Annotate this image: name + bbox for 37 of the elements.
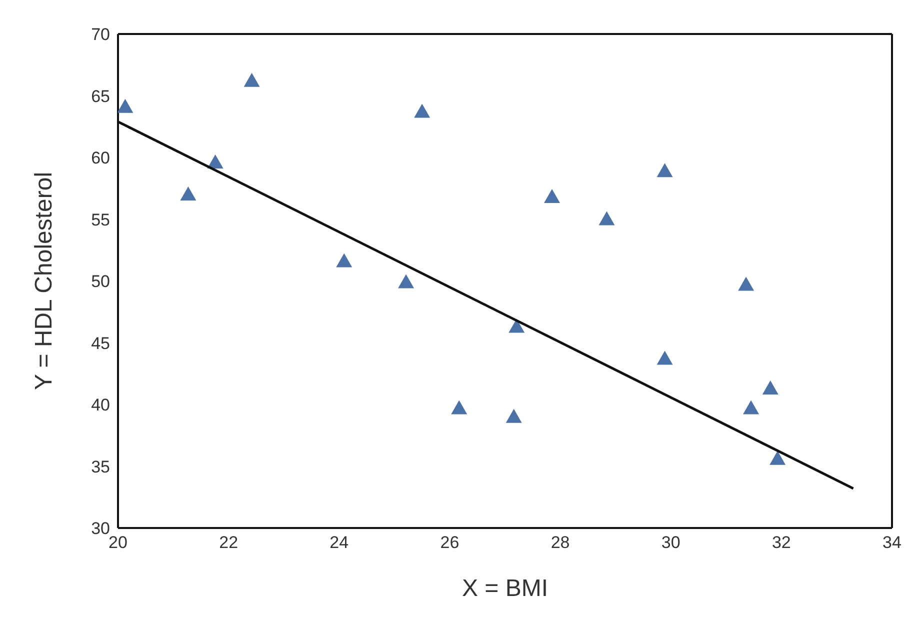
y-tick-label: 45 (91, 334, 110, 353)
x-tick-label: 26 (440, 533, 460, 552)
y-tick-label: 35 (91, 457, 110, 476)
y-axis-title: Y = HDL Cholesterol (30, 172, 58, 390)
point (508, 318, 525, 333)
point (244, 72, 260, 87)
point (738, 276, 754, 291)
y-tick-label: 70 (91, 25, 110, 44)
point (118, 98, 134, 113)
point (398, 274, 414, 288)
x-tick-label: 24 (330, 533, 349, 552)
x-tick-label: 32 (772, 533, 791, 552)
point (180, 186, 196, 201)
x-tick-label: 30 (661, 533, 680, 552)
point (336, 253, 352, 268)
x-tick-label: 28 (550, 533, 570, 552)
point (762, 380, 778, 394)
point (770, 450, 786, 465)
x-axis-title: X = BMI (462, 575, 548, 602)
point (414, 104, 430, 118)
x-tick-label: 20 (108, 533, 128, 552)
y-tick-label: 30 (91, 519, 110, 538)
point (743, 400, 760, 414)
y-tick-label: 55 (91, 210, 110, 230)
point (207, 154, 224, 168)
y-tick-label: 60 (91, 148, 110, 168)
point (506, 408, 522, 423)
point (656, 350, 673, 365)
x-tick-label: 22 (219, 533, 238, 552)
point (544, 189, 560, 204)
y-tick-label: 50 (91, 272, 110, 292)
point (656, 163, 673, 178)
x-tick-label: 34 (882, 533, 902, 552)
point (451, 400, 468, 414)
y-tick-label: 40 (91, 396, 110, 415)
point (598, 211, 615, 226)
y-tick-label: 65 (91, 86, 110, 106)
